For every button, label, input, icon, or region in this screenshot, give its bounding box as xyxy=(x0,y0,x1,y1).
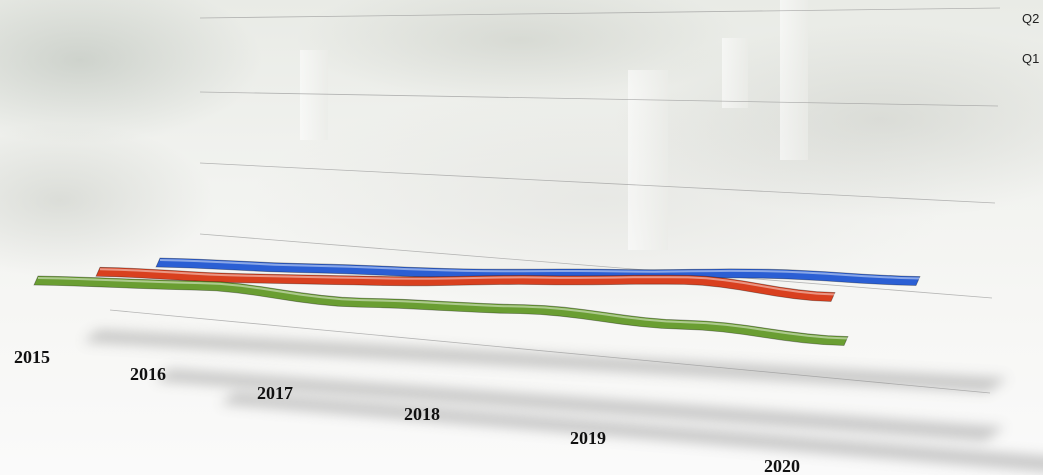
x-tick-label: 2016 xyxy=(130,364,166,384)
series-ribbon xyxy=(33,275,849,346)
legend: Q2 Q1 xyxy=(1022,11,1039,66)
legend-entry: Q1 xyxy=(1022,51,1039,66)
x-tick-label: 2020 xyxy=(764,456,800,475)
x-axis-tick-labels: 2015 2016 2017 2018 2019 2020 xyxy=(14,347,800,475)
gridlines xyxy=(109,7,1001,394)
background-pillar xyxy=(780,0,808,160)
series-ribbon xyxy=(155,257,921,286)
gridline xyxy=(199,162,996,204)
x-tick-label: 2018 xyxy=(404,404,440,424)
x-tick-label: 2019 xyxy=(570,428,606,448)
background-pillar xyxy=(722,38,748,108)
background-pillar xyxy=(300,50,328,140)
series-shadow xyxy=(83,330,1008,392)
legend-entry: Q2 xyxy=(1022,11,1039,26)
series-shadow xyxy=(155,369,1005,441)
ribbon-series xyxy=(33,257,921,346)
x-tick-label: 2015 xyxy=(14,347,50,367)
x-tick-label: 2017 xyxy=(257,383,293,403)
series-highlight xyxy=(159,259,921,280)
gridline xyxy=(199,91,999,107)
gridline xyxy=(199,7,1001,19)
series-highlight xyxy=(99,268,836,296)
series-highlight xyxy=(37,277,849,340)
series-ribbon xyxy=(95,266,836,302)
ribbon-shadows xyxy=(83,330,1043,472)
series-shadow xyxy=(220,392,1043,472)
gridline xyxy=(199,233,993,299)
